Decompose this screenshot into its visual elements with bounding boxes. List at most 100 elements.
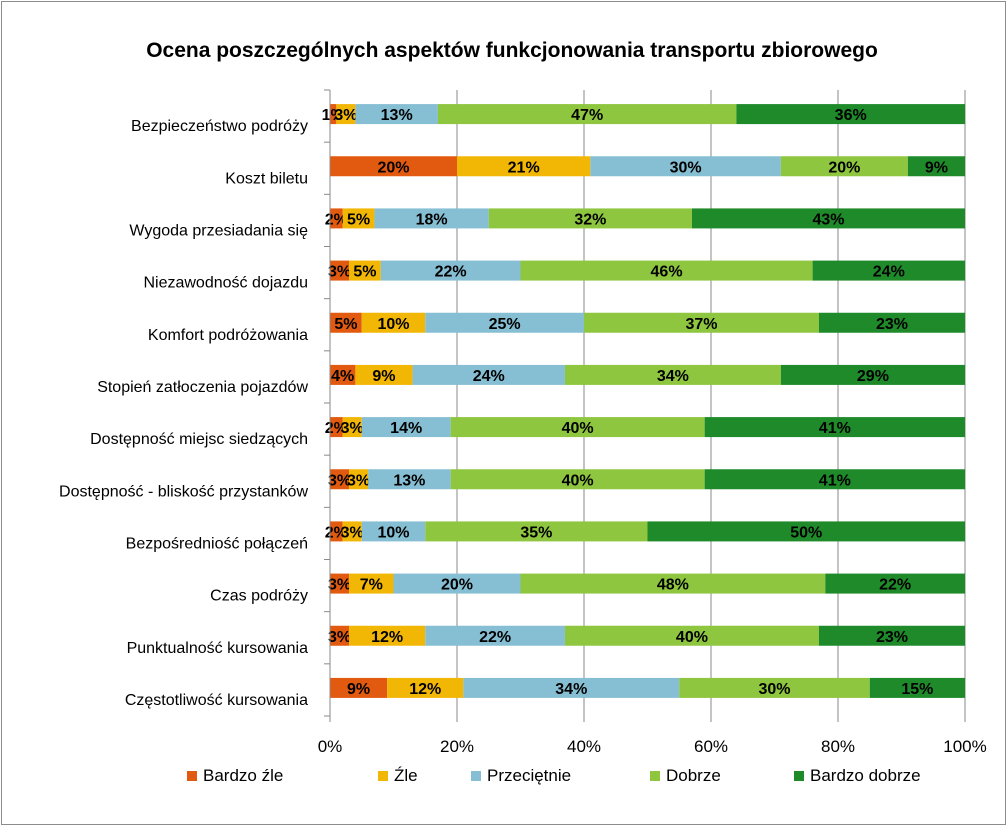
bar-segment (450, 469, 705, 490)
bar-segment (330, 208, 343, 229)
data-label: 40% (676, 629, 708, 646)
data-label: 9% (925, 159, 948, 176)
bar-segment (488, 208, 692, 229)
bar-segment (330, 417, 343, 438)
data-label: 2% (325, 211, 348, 228)
data-label: 3% (334, 107, 357, 124)
legend-label: Przeciętnie (487, 766, 571, 785)
data-label: 23% (876, 629, 908, 646)
category-label: Punktualność kursowania (127, 640, 309, 657)
category-label: Wygoda przesiadania się (129, 222, 308, 239)
data-label: 40% (562, 420, 594, 437)
legend: Bardzo źle Źle Przeciętnie Dobrze Bardzo dob… (187, 766, 921, 785)
data-label: 25% (489, 316, 521, 333)
data-label: 3% (341, 524, 364, 541)
data-label: 18% (416, 211, 448, 228)
data-label: 21% (508, 159, 540, 176)
data-label: 41% (819, 472, 851, 489)
bar-segment (425, 521, 648, 542)
bar-segment (336, 104, 356, 125)
data-label: 43% (812, 211, 844, 228)
category-label: Dostępność miejsc siedzących (90, 431, 308, 448)
bar-segment (368, 469, 451, 490)
data-label: 41% (819, 420, 851, 437)
bar-segment (425, 625, 565, 646)
bar-segment (361, 312, 426, 333)
data-label: 50% (790, 524, 822, 541)
bar-segment (869, 677, 965, 698)
data-label: 9% (372, 368, 395, 385)
category-label: Bezpośredniość połączeń (126, 535, 308, 552)
data-label: 32% (574, 211, 606, 228)
data-label: 37% (685, 316, 717, 333)
bar-segment (825, 573, 965, 594)
data-label: 12% (371, 629, 403, 646)
data-label: 3% (328, 264, 351, 281)
x-tick-label: 60% (694, 737, 728, 756)
bar-segment (520, 573, 826, 594)
bar-segment (387, 677, 464, 698)
bar-segment (818, 625, 965, 646)
bar-segment (907, 156, 965, 177)
data-label: 34% (657, 368, 689, 385)
data-label: 20% (377, 159, 409, 176)
bar-segment (584, 312, 819, 333)
x-tick-label: 80% (821, 737, 855, 756)
data-label: 2% (325, 524, 348, 541)
data-label: 3% (328, 629, 351, 646)
legend-swatch (378, 771, 388, 781)
data-label: 5% (353, 264, 376, 281)
data-label: 22% (435, 264, 467, 281)
legend-swatch (794, 771, 804, 781)
bar-segment (330, 677, 388, 698)
bar-segment (349, 469, 369, 490)
bar-segment (780, 364, 965, 385)
data-label: 10% (377, 524, 409, 541)
bar-segment (330, 260, 350, 281)
data-label: 4% (331, 368, 354, 385)
data-label: 13% (381, 107, 413, 124)
legend-label: Bardzo dobrze (810, 766, 921, 785)
bar-segment (457, 156, 591, 177)
bar-segment (330, 364, 356, 385)
legend-swatch (650, 771, 660, 781)
data-label: 30% (758, 681, 790, 698)
legend-swatch (471, 771, 481, 781)
chart-title: Ocena poszczególnych aspektów funkcjonow… (146, 39, 878, 62)
bar-segment (520, 260, 813, 281)
bar-segment (679, 677, 870, 698)
data-label: 7% (360, 577, 383, 594)
data-label: 5% (347, 211, 370, 228)
data-label: 35% (520, 524, 552, 541)
data-label: 14% (390, 420, 422, 437)
data-label: 3% (341, 420, 364, 437)
bar-segment (564, 364, 781, 385)
bar-segment (736, 104, 965, 125)
data-label: 24% (473, 368, 505, 385)
bar-segment (330, 104, 337, 125)
data-label: 3% (328, 577, 351, 594)
category-label: Czas podróży (210, 588, 308, 605)
bar-segment (463, 677, 680, 698)
data-label: 13% (393, 472, 425, 489)
category-label: Komfort podróżowania (148, 327, 308, 344)
bar-segment (380, 260, 521, 281)
bar-segment (355, 364, 413, 385)
data-label: 22% (879, 577, 911, 594)
bar-segment (450, 417, 705, 438)
bar-segment (412, 364, 565, 385)
bars: 1%3% 13% 47% 36%20% 21% 30% 20% 9%2% 5% 18% 32% 43%… (322, 104, 965, 698)
legend-label: Bardzo źle (203, 766, 283, 785)
category-label: Dostępność - bliskość przystanków (59, 483, 308, 500)
category-label: Koszt biletu (225, 170, 308, 187)
legend-swatch (187, 771, 197, 781)
bar-segment (330, 312, 362, 333)
bar-segment (647, 521, 965, 542)
bar-segment (437, 104, 737, 125)
bar-segment (330, 625, 350, 646)
data-label: 5% (334, 316, 357, 333)
data-label: 46% (651, 264, 683, 281)
category-label: Niezawodność dojazdu (143, 275, 308, 292)
bar-segment (349, 573, 394, 594)
